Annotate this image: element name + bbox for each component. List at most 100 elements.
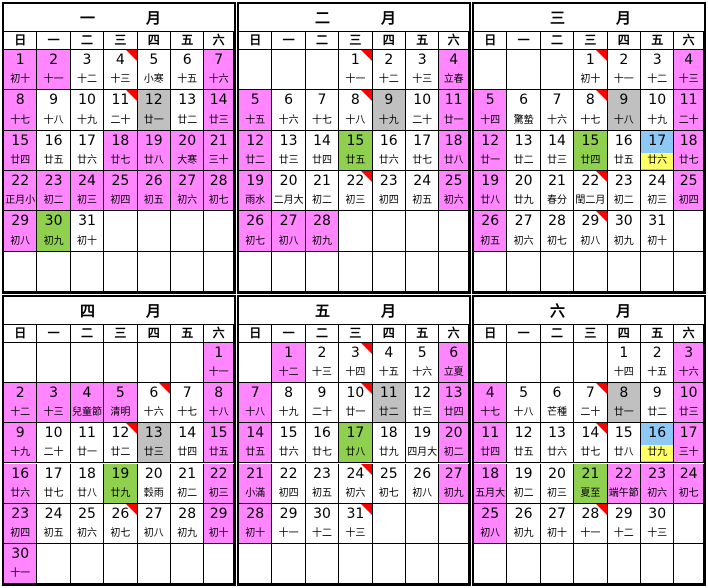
day-cell[interactable]: 1 十四 <box>607 343 641 384</box>
day-cell[interactable]: 11 廿一 <box>70 423 105 464</box>
day-cell[interactable]: 8 十七 <box>4 90 38 131</box>
day-cell[interactable]: 25 初六 <box>439 171 469 212</box>
day-cell[interactable]: 29 十一 <box>272 503 306 544</box>
day-cell[interactable]: 4 立春 <box>439 50 469 91</box>
day-cell[interactable]: 26 初九 <box>507 503 541 544</box>
day-cell[interactable]: 21 夏至 <box>574 463 608 504</box>
day-cell[interactable]: 10 二十 <box>37 423 71 464</box>
day-cell[interactable]: 30 十二 <box>305 503 340 544</box>
day-cell[interactable]: 3 十三 <box>37 383 71 424</box>
day-cell[interactable]: 13 廿二 <box>171 90 205 131</box>
day-cell[interactable]: 1 十二 <box>272 343 306 384</box>
day-cell[interactable]: 22 端午節 <box>607 463 641 504</box>
day-cell[interactable]: 7 十八 <box>239 383 273 424</box>
day-cell[interactable]: 24 初五 <box>37 503 71 544</box>
day-cell[interactable]: 19 廿八 <box>137 130 171 171</box>
day-cell[interactable]: 22 初三 <box>204 463 234 504</box>
day-cell[interactable]: 23 初四 <box>372 171 406 212</box>
day-cell[interactable]: 25 初六 <box>70 503 105 544</box>
day-cell[interactable]: 18 廿七 <box>674 130 704 171</box>
day-cell[interactable]: 29 初八 <box>574 211 608 252</box>
day-cell[interactable]: 29 初八 <box>4 211 38 252</box>
day-cell[interactable]: 19 雨水 <box>239 171 273 212</box>
day-cell[interactable]: 5 十八 <box>507 383 541 424</box>
day-cell[interactable]: 4 兒童節 <box>70 383 105 424</box>
day-cell[interactable]: 20 穀雨 <box>137 463 171 504</box>
day-cell[interactable]: 11 廿一 <box>439 90 469 131</box>
day-cell[interactable]: 21 春分 <box>540 171 575 212</box>
day-cell[interactable]: 20 廿九 <box>507 171 541 212</box>
day-cell[interactable]: 11 二十 <box>674 90 704 131</box>
day-cell[interactable]: 2 十一 <box>607 50 641 91</box>
day-cell[interactable]: 5 十五 <box>239 90 273 131</box>
day-cell[interactable]: 27 初八 <box>137 503 171 544</box>
day-cell[interactable]: 15 廿六 <box>272 423 306 464</box>
day-cell[interactable]: 12 廿二 <box>104 423 138 464</box>
day-cell[interactable]: 30 初九 <box>37 211 71 252</box>
day-cell[interactable]: 16 廿五 <box>37 130 71 171</box>
day-cell[interactable]: 19 初二 <box>507 463 541 504</box>
day-cell[interactable]: 20 初三 <box>540 463 575 504</box>
day-cell[interactable]: 12 廿五 <box>507 423 541 464</box>
day-cell[interactable]: 13 廿四 <box>439 383 469 424</box>
day-cell[interactable]: 5 清明 <box>104 383 138 424</box>
day-cell[interactable]: 5 十六 <box>406 343 440 384</box>
day-cell[interactable]: 10 廿三 <box>674 383 704 424</box>
day-cell[interactable]: 4 十三 <box>674 50 704 91</box>
day-cell[interactable]: 19 廿九 <box>104 463 138 504</box>
day-cell[interactable]: 4 十三 <box>104 50 138 91</box>
day-cell[interactable]: 14 廿四 <box>305 130 340 171</box>
day-cell[interactable]: 31 十三 <box>339 503 373 544</box>
day-cell[interactable]: 13 廿三 <box>137 423 171 464</box>
day-cell[interactable]: 18 廿八 <box>70 463 105 504</box>
day-cell[interactable]: 21 小滿 <box>239 463 273 504</box>
day-cell[interactable]: 8 十七 <box>574 90 608 131</box>
day-cell[interactable]: 14 廿三 <box>540 130 575 171</box>
day-cell[interactable]: 18 廿七 <box>104 130 138 171</box>
day-cell[interactable]: 14 廿四 <box>171 423 205 464</box>
day-cell[interactable]: 4 十七 <box>474 383 508 424</box>
day-cell[interactable]: 22 初四 <box>272 463 306 504</box>
day-cell[interactable]: 18 廿九 <box>372 423 406 464</box>
day-cell[interactable]: 23 初二 <box>37 171 71 212</box>
day-cell[interactable]: 30 十三 <box>641 503 675 544</box>
day-cell[interactable]: 21 三十 <box>204 130 234 171</box>
day-cell[interactable]: 21 初二 <box>305 171 340 212</box>
day-cell[interactable]: 24 初七 <box>674 463 704 504</box>
day-cell[interactable]: 16 廿六 <box>372 130 406 171</box>
day-cell[interactable]: 24 初三 <box>641 171 675 212</box>
day-cell[interactable]: 6 十五 <box>171 50 205 91</box>
day-cell[interactable]: 30 十一 <box>4 543 38 584</box>
day-cell[interactable]: 9 十九 <box>372 90 406 131</box>
day-cell[interactable]: 27 初十 <box>540 503 575 544</box>
day-cell[interactable]: 12 廿一 <box>474 130 508 171</box>
day-cell[interactable]: 8 十八 <box>204 383 234 424</box>
day-cell[interactable]: 17 廿七 <box>37 463 71 504</box>
day-cell[interactable]: 27 初六 <box>507 211 541 252</box>
day-cell[interactable]: 6 驚蟄 <box>507 90 541 131</box>
day-cell[interactable]: 29 初十 <box>204 503 234 544</box>
day-cell[interactable]: 24 初六 <box>339 463 373 504</box>
day-cell[interactable]: 6 立夏 <box>439 343 469 384</box>
day-cell[interactable]: 1 初十 <box>574 50 608 91</box>
day-cell[interactable]: 24 初五 <box>406 171 440 212</box>
day-cell[interactable]: 18 廿八 <box>439 130 469 171</box>
day-cell[interactable]: 11 二十 <box>104 90 138 131</box>
day-cell[interactable]: 21 初二 <box>171 463 205 504</box>
day-cell[interactable]: 2 十五 <box>641 343 675 384</box>
day-cell[interactable]: 23 初六 <box>641 463 675 504</box>
day-cell[interactable]: 8 十九 <box>272 383 306 424</box>
day-cell[interactable]: 16 廿七 <box>305 423 340 464</box>
day-cell[interactable]: 4 十五 <box>372 343 406 384</box>
day-cell[interactable]: 28 初七 <box>540 211 575 252</box>
day-cell[interactable]: 7 十七 <box>171 383 205 424</box>
day-cell[interactable]: 3 十二 <box>641 50 675 91</box>
day-cell[interactable]: 30 初九 <box>607 211 641 252</box>
day-cell[interactable]: 10 廿一 <box>339 383 373 424</box>
day-cell[interactable]: 15 廿四 <box>4 130 38 171</box>
day-cell[interactable]: 6 十六 <box>272 90 306 131</box>
day-cell[interactable]: 5 十四 <box>474 90 508 131</box>
day-cell[interactable]: 25 初四 <box>674 171 704 212</box>
day-cell[interactable]: 13 廿六 <box>540 423 575 464</box>
day-cell[interactable]: 2 十二 <box>4 383 38 424</box>
